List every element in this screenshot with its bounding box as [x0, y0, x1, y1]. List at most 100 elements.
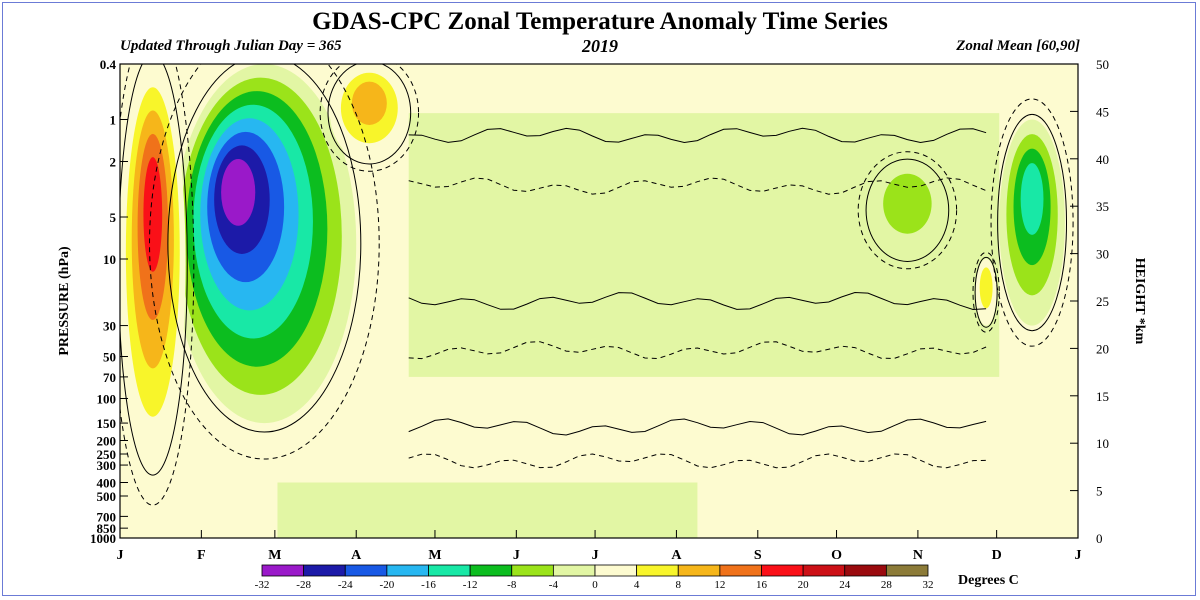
contour-line [120, 64, 195, 506]
colorbar-swatch [761, 564, 804, 577]
y-tick-label: 10 [103, 252, 116, 267]
y2-tick-label: 50 [1096, 57, 1109, 72]
colorbar-tick-label: -20 [380, 579, 395, 591]
colorbar-label: Degrees C [958, 573, 1019, 588]
y2-tick-label: 35 [1096, 199, 1109, 214]
plot-axes: 0.41251030507010015020025030040050070085… [57, 57, 1147, 563]
lower-weak-anomaly [277, 482, 698, 538]
colorbar-swatch [428, 564, 471, 577]
contour-line [974, 256, 998, 328]
colorbar-tick-label: 32 [923, 579, 934, 591]
y-tick-label: 1 [110, 113, 117, 128]
x-tick-label: J [1075, 548, 1082, 563]
colorbar: -32 -28 -24 -20 -16 -12 -8 -4 0 4 8 12 16 20 24 28 32 Deg… [255, 564, 1019, 591]
y2-tick-label: 45 [1096, 104, 1109, 119]
x-tick-label: A [351, 548, 362, 563]
spring-cold-vortex-level [221, 158, 256, 226]
colorbar-swatch [719, 564, 762, 577]
colorbar-tick-label: -32 [255, 579, 270, 591]
y-axis-label: PRESSURE (hPa) [57, 246, 72, 356]
y2-tick-label: 0 [1096, 531, 1103, 546]
colorbar-swatch [677, 564, 721, 577]
january-warming-level [143, 157, 163, 272]
colorbar-swatch [469, 564, 513, 577]
y-tick-label: 70 [103, 370, 116, 385]
y-tick-label: 100 [97, 392, 117, 407]
x-tick-label: J [117, 548, 124, 563]
y2-axis-label: HEIGHT *km [1132, 258, 1147, 345]
colorbar-swatch [303, 564, 346, 577]
x-tick-label: J [592, 548, 599, 563]
march-warm-upper-level [351, 81, 387, 125]
anomaly-field [120, 64, 1065, 538]
x-tick-label: A [671, 548, 682, 563]
colorbar-swatch [511, 564, 554, 577]
y-tick-label: 5 [110, 210, 117, 225]
contour-line [857, 151, 958, 270]
colorbar-swatch [344, 564, 388, 577]
colorbar-tick-label: 0 [592, 579, 598, 591]
colorbar-swatch [261, 564, 305, 577]
colorbar-swatch [636, 564, 679, 577]
y-tick-label: 500 [97, 489, 117, 504]
x-tick-label: F [197, 548, 206, 563]
y-tick-label: 850 [97, 521, 117, 536]
contour-line [408, 127, 987, 144]
y-tick-label: 30 [103, 319, 116, 334]
colorbar-tick-label: 24 [839, 579, 851, 591]
december-cold-upper-level [1020, 163, 1044, 235]
y2-tick-label: 15 [1096, 389, 1109, 404]
contour-line [408, 177, 987, 195]
contour-line [408, 341, 987, 360]
x-tick-label: D [992, 548, 1002, 563]
colorbar-tick-label: 4 [634, 579, 640, 591]
colorbar-tick-label: 16 [756, 579, 768, 591]
contour-lines [120, 64, 1074, 506]
colorbar-swatch [594, 564, 638, 577]
colorbar-tick-label: -28 [296, 579, 311, 591]
x-tick-label: M [428, 548, 441, 563]
colorbar-tick-label: -12 [463, 579, 478, 591]
contour-line [865, 158, 950, 262]
colorbar-swatch [844, 564, 887, 577]
october-cool-upper-level [883, 173, 932, 234]
contour-line [149, 64, 380, 460]
contour-line [408, 418, 987, 436]
contour-line [408, 453, 987, 469]
contour-line [972, 251, 1000, 333]
chart-title: GDAS-CPC Zonal Temperature Anomaly Time … [312, 8, 888, 35]
colorbar-tick-label: -24 [338, 579, 353, 591]
x-tick-label: J [513, 548, 520, 563]
y-tick-label: 2 [110, 155, 117, 170]
x-tick-label: M [268, 548, 281, 563]
colorbar-tick-label: -16 [421, 579, 436, 591]
y-tick-label: 150 [97, 416, 117, 431]
colorbar-swatch [885, 564, 929, 577]
y-tick-label: 700 [97, 509, 117, 524]
year-label: 2019 [582, 36, 618, 56]
contour-line [990, 98, 1074, 347]
x-tick-label: S [754, 548, 762, 563]
contour-line [997, 113, 1068, 332]
y2-tick-label: 10 [1096, 436, 1109, 451]
colorbar-tick-label: 12 [714, 579, 725, 591]
colorbar-swatch [802, 564, 846, 577]
colorbar-tick-label: -8 [507, 579, 517, 591]
contour-line [167, 64, 362, 433]
colorbar-tick-label: 20 [798, 579, 810, 591]
contour-line [319, 64, 420, 172]
y-tick-label: 400 [97, 475, 117, 490]
contour-line [120, 64, 188, 476]
y-tick-label: 250 [97, 447, 117, 462]
y-tick-label: 200 [97, 433, 117, 448]
y-tick-label: 0.4 [100, 57, 117, 72]
x-tick-label: N [913, 548, 923, 563]
colorbar-tick-label: 28 [881, 579, 893, 591]
y2-tick-label: 5 [1096, 484, 1103, 499]
y2-tick-label: 40 [1096, 152, 1109, 167]
contour-line [408, 291, 987, 311]
update-note: Updated Through Julian Day = 365 [120, 38, 342, 54]
zonal-mean-note: Zonal Mean [60,90] [956, 38, 1080, 54]
